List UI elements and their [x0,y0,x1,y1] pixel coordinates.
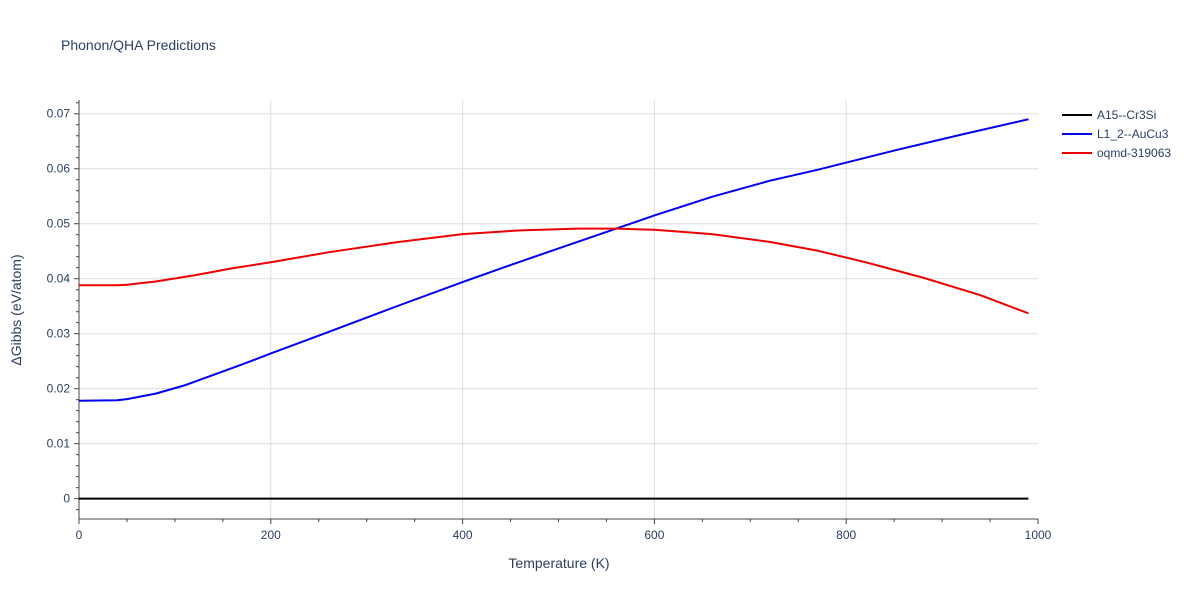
legend-label: A15--Cr3Si [1097,108,1156,122]
gridlines [79,100,1038,519]
series-line-oqmd-319063 [79,227,1029,315]
y-tick-label: 0.07 [47,107,71,121]
x-tick-label: 0 [76,528,83,542]
legend-label: L1_2--AuCu3 [1097,127,1169,141]
chart-title: Phonon/QHA Predictions [61,37,216,53]
x-tick-label: 600 [644,528,664,542]
y-tick-label: 0.04 [47,272,71,286]
series-line-l1-2-aucu3 [78,118,1029,402]
x-tick-label: 1000 [1025,528,1052,542]
legend-item[interactable]: A15--Cr3Si [1062,108,1156,122]
y-tick-label: 0.03 [47,327,71,341]
y-tick-label: 0.01 [47,437,71,451]
y-tick-label: 0 [63,492,70,506]
y-axis-title: ΔGibbs (eV/atom) [8,254,24,365]
x-tick-label: 800 [836,528,856,542]
legend[interactable]: A15--Cr3Si L1_2--AuCu3 oqmd-319063 [1062,108,1171,160]
series-lines [78,118,1029,500]
legend-item[interactable]: L1_2--AuCu3 [1062,127,1169,141]
y-tick-label: 0.06 [47,162,71,176]
x-tick-label: 400 [453,528,473,542]
axes: 0 200 400 600 800 1000 0 0.01 0.02 0.03 0.04 0.05 0.… [47,100,1052,542]
legend-label: oqmd-319063 [1097,146,1171,160]
x-axis-title: Temperature (K) [508,555,609,571]
legend-item[interactable]: oqmd-319063 [1062,146,1171,160]
y-tick-label: 0.05 [47,217,71,231]
y-tick-label: 0.02 [47,382,71,396]
x-tick-label: 200 [261,528,281,542]
